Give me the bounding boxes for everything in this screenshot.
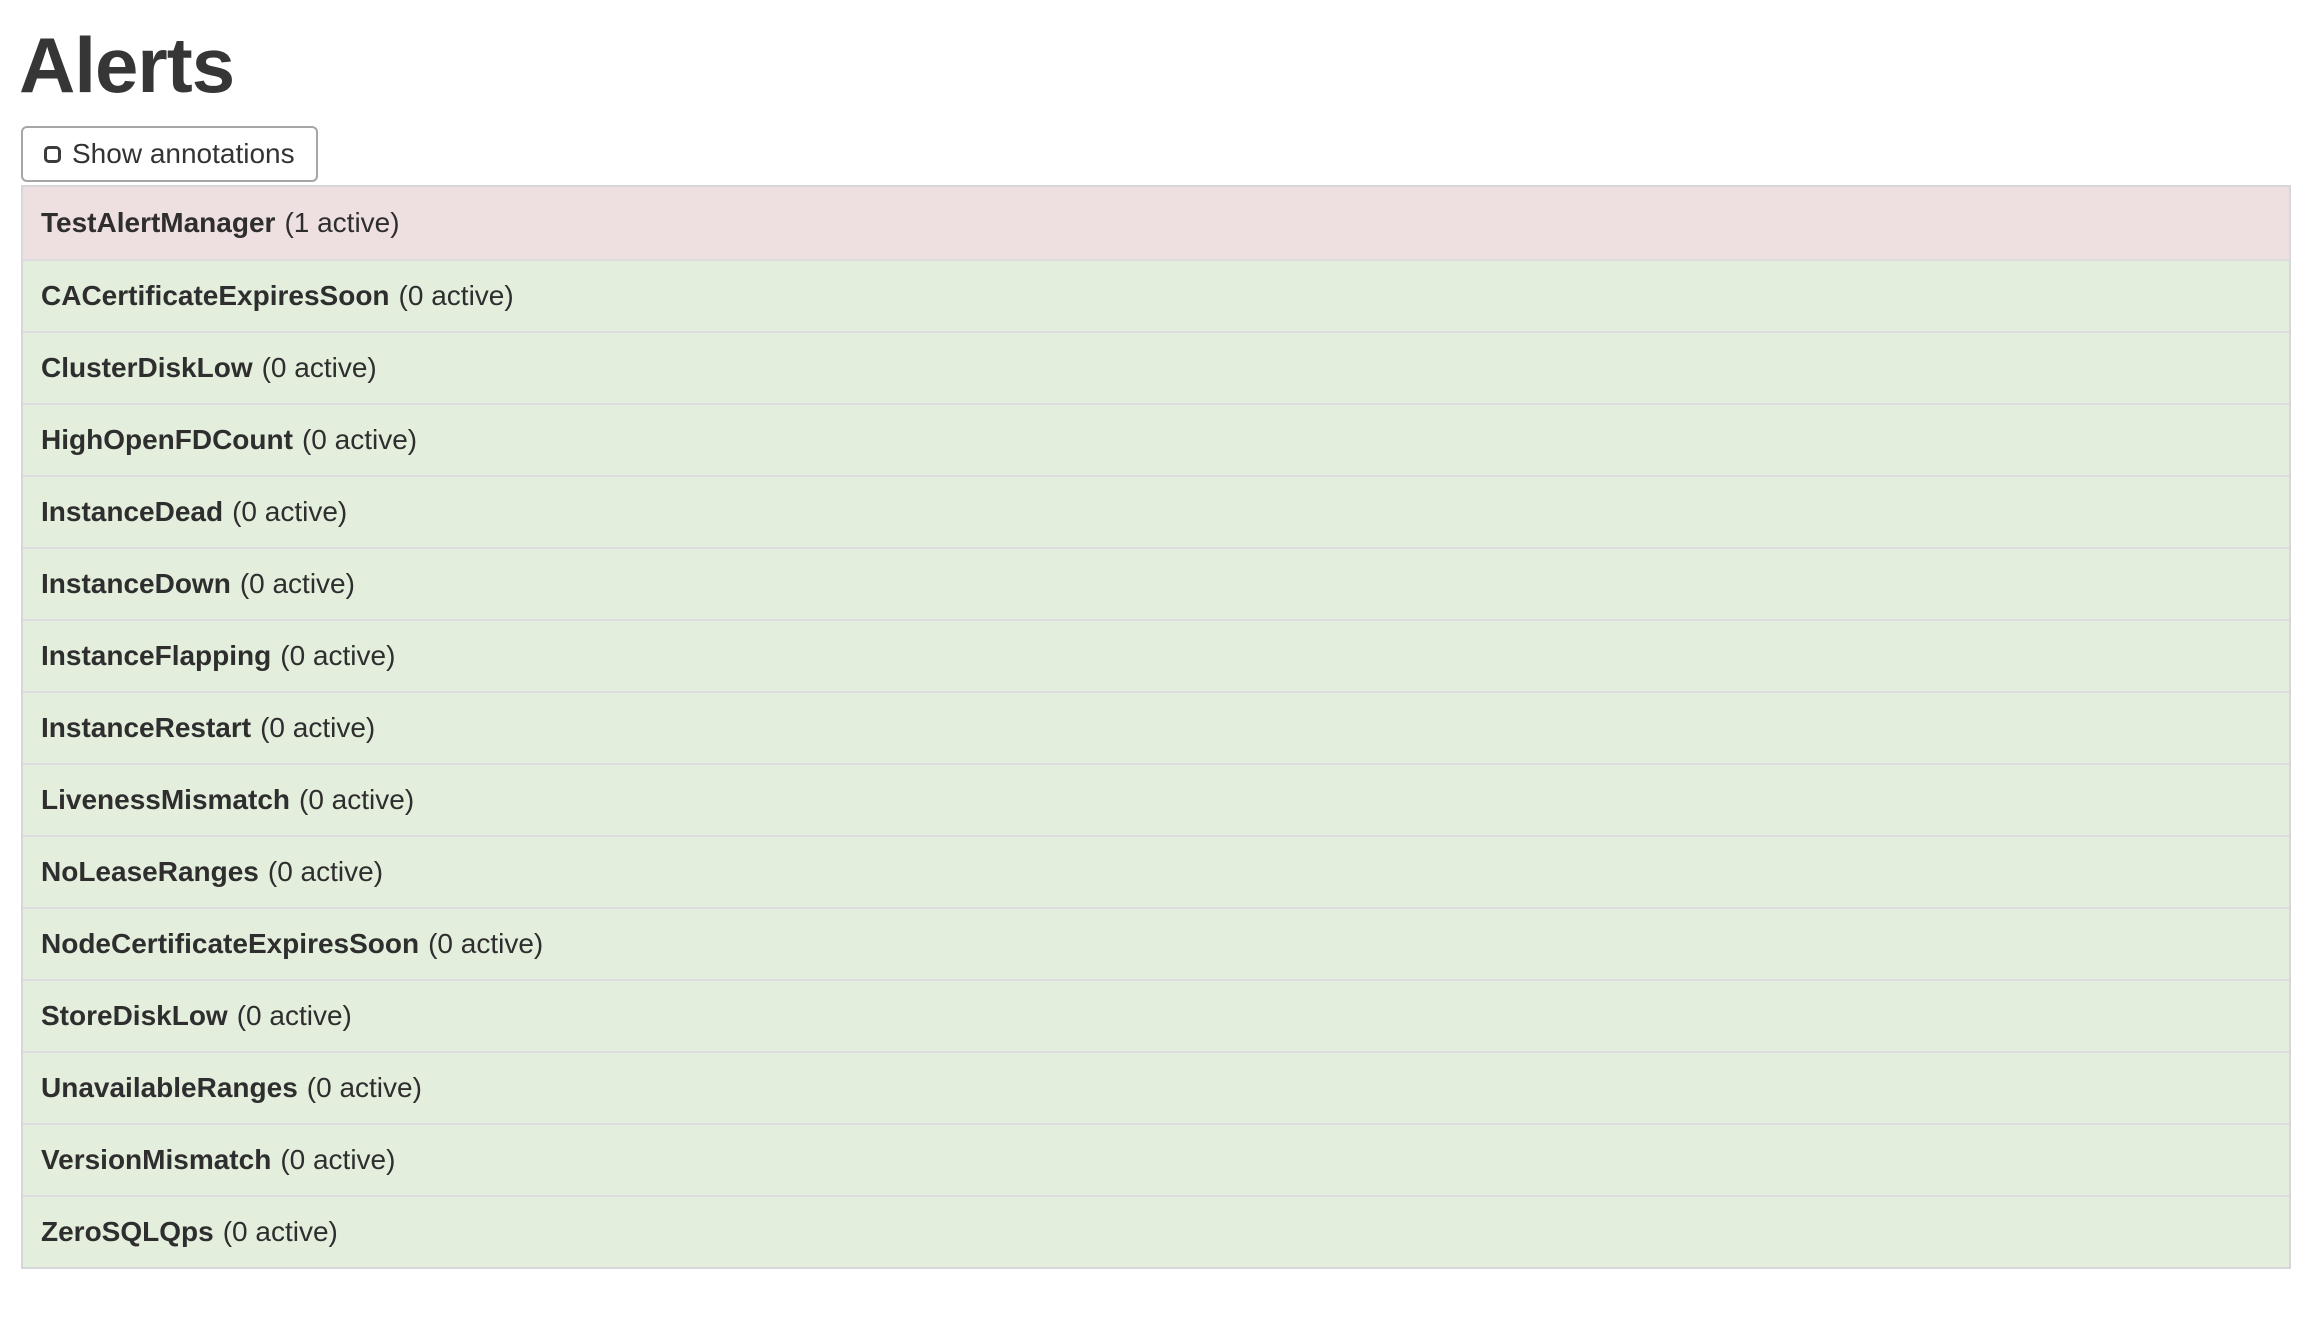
alert-name: VersionMismatch — [41, 1144, 272, 1175]
alert-row[interactable]: InstanceDown (0 active) — [23, 547, 2289, 619]
show-annotations-checkbox[interactable] — [44, 145, 61, 163]
alert-row[interactable]: LivenessMismatch (0 active) — [23, 763, 2289, 835]
toolbar: Show annotations — [21, 126, 2291, 185]
alert-active-count: (0 active) — [236, 1000, 352, 1031]
alert-active-count: (0 active) — [222, 1216, 338, 1247]
alert-active-count: (0 active) — [260, 712, 376, 743]
alert-name: InstanceRestart — [41, 712, 252, 743]
alert-active-count: (0 active) — [267, 856, 384, 887]
alert-row[interactable]: ClusterDiskLow (0 active) — [23, 331, 2289, 403]
alert-name: NodeCertificateExpiresSoon — [41, 928, 420, 959]
alert-row[interactable]: NodeCertificateExpiresSoon (0 active) — [23, 907, 2289, 979]
alert-row[interactable]: UnavailableRanges (0 active) — [23, 1051, 2289, 1123]
alert-name: InstanceFlapping — [41, 640, 272, 671]
alert-active-count: (0 active) — [232, 496, 348, 527]
alert-row[interactable]: InstanceDead (0 active) — [23, 475, 2289, 547]
alert-name: HighOpenFDCount — [41, 424, 293, 455]
alert-name: ZeroSQLQps — [41, 1216, 214, 1247]
alert-row[interactable]: HighOpenFDCount (0 active) — [23, 403, 2289, 475]
alert-active-count: (0 active) — [239, 568, 355, 599]
alert-row[interactable]: TestAlertManager (1 active) — [23, 187, 2289, 259]
alert-active-count: (0 active) — [299, 784, 415, 815]
alert-row[interactable]: NoLeaseRanges (0 active) — [23, 835, 2289, 907]
alert-row[interactable]: VersionMismatch (0 active) — [23, 1123, 2289, 1195]
alert-row[interactable]: StoreDiskLow (0 active) — [23, 979, 2289, 1051]
alert-active-count: (0 active) — [306, 1072, 422, 1103]
alert-row[interactable]: ZeroSQLQps (0 active) — [23, 1195, 2289, 1267]
alert-active-count: (0 active) — [280, 640, 396, 671]
alert-row[interactable]: InstanceRestart (0 active) — [23, 691, 2289, 763]
alert-active-count: (0 active) — [261, 352, 377, 383]
alert-name: UnavailableRanges — [41, 1072, 298, 1103]
alert-row[interactable]: InstanceFlapping (0 active) — [23, 619, 2289, 691]
alert-active-count: (0 active) — [301, 424, 418, 455]
alert-name: NoLeaseRanges — [41, 856, 259, 887]
alert-name: LivenessMismatch — [41, 784, 290, 815]
alert-active-count: (0 active) — [398, 280, 514, 311]
alert-name: InstanceDead — [41, 496, 224, 527]
alert-active-count: (1 active) — [284, 207, 400, 238]
alert-name: ClusterDiskLow — [41, 352, 253, 383]
alert-active-count: (0 active) — [280, 1144, 396, 1175]
show-annotations-button[interactable]: Show annotations — [21, 126, 318, 182]
alert-active-count: (0 active) — [428, 928, 544, 959]
alert-name: StoreDiskLow — [41, 1000, 228, 1031]
alerts-table: TestAlertManager (1 active) CACertificat… — [21, 185, 2291, 1269]
show-annotations-label: Show annotations — [72, 138, 295, 169]
page-title: Alerts — [19, 21, 235, 109]
alert-row[interactable]: CACertificateExpiresSoon (0 active) — [23, 259, 2289, 331]
alert-name: TestAlertManager — [41, 207, 276, 238]
alert-name: InstanceDown — [41, 568, 231, 599]
alert-name: CACertificateExpiresSoon — [41, 280, 390, 311]
